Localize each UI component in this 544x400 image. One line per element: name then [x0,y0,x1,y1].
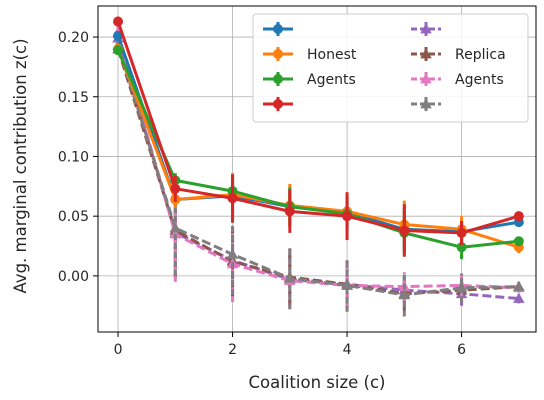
y-tick-label: 0.20 [58,30,89,46]
series-line [116,48,520,249]
legend-entry: Agents [411,72,504,88]
series-3 [113,16,524,257]
data-point [226,248,239,259]
x-tick-label: 2 [228,342,237,358]
legend-label: Agents [455,72,504,88]
legend-entry: Replica [411,47,506,63]
data-point [169,228,182,239]
data-point [456,242,467,253]
data-point [398,289,411,300]
legend-handle-marker [420,73,432,84]
series-7 [112,39,525,317]
data-point [113,45,124,56]
legend-handle-marker [420,98,432,109]
x-tick-label: 6 [457,342,466,358]
series-line [116,31,519,290]
x-tick-label: 0 [114,342,123,358]
legend-handle-marker [420,23,432,34]
legend-label: Replica [455,47,506,63]
axes-box [97,5,537,333]
y-tick-label: 0.15 [58,90,89,106]
legend-entry [411,97,441,111]
series-layer [112,16,525,317]
data-point [455,282,468,293]
legend-entry [263,22,293,36]
data-point [513,280,525,291]
series-line [116,44,519,297]
data-point [399,225,410,236]
series-line [116,21,520,235]
legend-entry: Agents [263,72,356,88]
y-tick-label: 0.00 [58,269,89,285]
legend-label: Honest [307,47,357,63]
x-axis: 0 2 4 6 [114,332,466,358]
legend-entry: Honest [263,47,357,63]
data-point [113,16,124,27]
data-point [284,272,296,283]
legend-handle-marker [420,48,432,59]
data-point [342,211,353,222]
series-line [116,49,519,249]
legend-handle-marker [273,99,283,109]
legend-entry [411,22,441,36]
y-axis: 0.00 0.05 0.10 0.15 0.20 [58,30,98,285]
x-axis-label: Coalition size (c) [249,373,386,392]
legend-entry [263,97,293,111]
legend: Honest Agents Replica Agents [252,13,529,123]
data-point [341,279,353,290]
y-axis-label: Avg. marginal contribution z(c) [11,38,30,293]
legend-handle-marker [273,24,283,34]
data-point [513,211,524,222]
data-point [513,292,525,303]
data-point [456,227,467,238]
legend-label: Agents [307,72,356,88]
plot-frame [97,5,537,333]
data-point [513,236,524,247]
data-point [169,222,182,233]
legend-handle-marker [273,74,283,84]
y-tick-label: 0.05 [58,209,89,225]
x-tick-label: 4 [343,342,352,358]
data-point [170,183,181,194]
data-point [227,193,238,204]
legend-box [252,13,529,123]
data-point [284,206,295,217]
legend-handle-marker [273,49,283,59]
y-tick-label: 0.10 [58,149,89,165]
